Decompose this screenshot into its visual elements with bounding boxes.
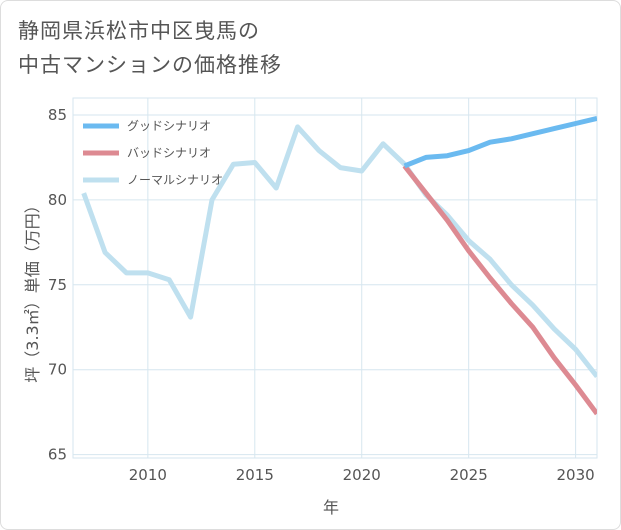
grid-lines: [72, 97, 598, 459]
bad-scenario-line: [402, 164, 597, 416]
y-tick-label: 85: [48, 106, 67, 124]
x-tick-label: 2025: [450, 466, 488, 484]
legend-good-scenario-label: グッドシナリオ: [127, 119, 211, 133]
series-lines: [81, 115, 597, 416]
legend-normal-scenario-label: ノーマルシナリオ: [127, 173, 223, 187]
y-tick-label: 75: [48, 276, 67, 294]
x-axis-title: 年: [323, 498, 339, 517]
tick-labels: 65 70 75 80 85 2010 2015 2020 2025 2030: [48, 106, 595, 484]
y-tick-label: 65: [48, 446, 67, 464]
legend-bad-scenario-label: バッドシナリオ: [127, 146, 211, 160]
chart-title-line-2: 中古マンションの価格推移: [18, 53, 282, 77]
x-tick-label: 2020: [343, 466, 381, 484]
good-scenario-line: [403, 115, 597, 169]
x-tick-label: 2015: [236, 466, 274, 484]
y-tick-label: 70: [48, 361, 67, 379]
chart-title-line-1: 静岡県浜松市中区曳馬の: [18, 19, 260, 43]
y-tick-label: 80: [48, 191, 67, 209]
normal-scenario-line: [81, 124, 597, 379]
y-axis-title: 坪（3.3㎡）単価（万円）: [23, 197, 42, 382]
x-tick-label: 2030: [557, 466, 595, 484]
x-tick-label: 2010: [129, 466, 167, 484]
plot-frame: [72, 97, 598, 459]
chart-title: 静岡県浜松市中区曳馬の 中古マンションの価格推移: [18, 14, 282, 82]
